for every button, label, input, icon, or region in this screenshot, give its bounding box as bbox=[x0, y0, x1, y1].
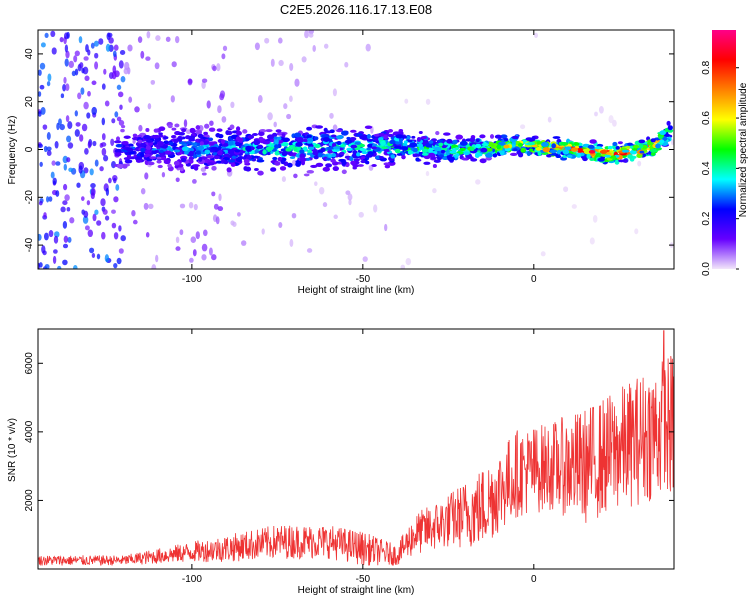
colorbar-tick-label: 0.0 bbox=[701, 262, 712, 276]
colorbar: 0.0 0.2 0.4 0.6 0.8 Normalized spectral ampl… bbox=[701, 30, 749, 276]
x-tick-label: 0 bbox=[531, 574, 537, 585]
x-tick-label: -50 bbox=[356, 574, 371, 585]
y-tick-label: 0 bbox=[24, 146, 35, 152]
figure-title: C2E5.2026.116.17.13.E08 bbox=[279, 2, 433, 17]
colorbar-ticks: 0.0 0.2 0.4 0.6 0.8 bbox=[701, 60, 739, 276]
y-tick-label: 4000 bbox=[24, 420, 35, 443]
snr-x-label: Height of straight line (km) bbox=[298, 585, 415, 596]
y-tick-label: -20 bbox=[24, 190, 35, 205]
y-tick-label: 6000 bbox=[24, 352, 35, 375]
spectrogram-x-label: Height of straight line (km) bbox=[298, 285, 415, 296]
spectrogram-heatmap bbox=[38, 30, 674, 269]
colorbar-tick-label: 0.6 bbox=[701, 111, 712, 125]
x-tick-label: -100 bbox=[182, 274, 202, 285]
snr-x-ticks: -100 -50 0 bbox=[182, 329, 537, 585]
snr-series-line bbox=[38, 330, 674, 566]
snr-panel: -100 -50 0 2000 4000 6000 Height of straight… bbox=[7, 328, 675, 596]
spectrogram-y-ticks: -40 -20 0 20 40 bbox=[24, 48, 674, 252]
y-tick-label: 20 bbox=[24, 96, 35, 108]
y-tick-label: 2000 bbox=[24, 489, 35, 512]
colorbar-label: Normalized spectral amplitude bbox=[738, 82, 749, 217]
y-tick-label: -40 bbox=[24, 237, 35, 252]
x-tick-label: -50 bbox=[356, 274, 371, 285]
colorbar-tick-label: 0.4 bbox=[701, 161, 712, 175]
snr-y-label: SNR (10 * v/v) bbox=[7, 418, 18, 482]
spectrogram-panel: -100 -50 0 -40 -20 0 20 40 Height of straight … bbox=[7, 29, 675, 296]
x-tick-label: 0 bbox=[531, 274, 537, 285]
y-tick-label: 40 bbox=[24, 48, 35, 60]
colorbar-tick-label: 0.2 bbox=[701, 211, 712, 225]
colorbar-scale bbox=[712, 30, 736, 269]
spectrogram-x-ticks: -100 -50 0 bbox=[182, 30, 537, 285]
snr-frame bbox=[37, 328, 675, 570]
colorbar-tick-label: 0.8 bbox=[701, 60, 712, 74]
snr-y-ticks: 2000 4000 6000 bbox=[24, 352, 674, 512]
spectrogram-y-label: Frequency (Hz) bbox=[7, 116, 18, 185]
x-tick-label: -100 bbox=[182, 574, 202, 585]
